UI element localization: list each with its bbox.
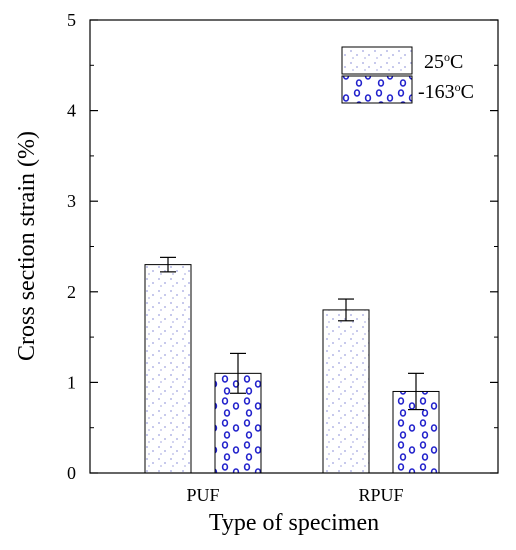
x-tick-label: RPUF xyxy=(358,485,403,505)
y-tick-label: 4 xyxy=(67,101,76,121)
y-axis-ticks: 0 1 2 3 4 5 xyxy=(67,10,498,483)
x-axis-ticks: PUF RPUF xyxy=(186,485,403,505)
y-axis-label: Cross section strain (%) xyxy=(14,131,40,361)
bar xyxy=(144,264,192,474)
legend-label-25c: 25oC xyxy=(424,50,463,73)
bar xyxy=(322,309,370,474)
legend-label-minus163c: -163oC xyxy=(418,80,474,103)
y-tick-label: 3 xyxy=(67,191,76,211)
x-tick-label: PUF xyxy=(186,485,219,505)
error-bars-group xyxy=(160,256,424,411)
y-tick-label: 2 xyxy=(67,282,76,302)
legend: 25oC -163oC xyxy=(341,46,474,104)
legend-item-minus163c: -163oC xyxy=(341,75,474,104)
legend-swatch-25c xyxy=(341,46,413,75)
y-tick-label: 0 xyxy=(67,463,76,483)
x-axis-label: Type of specimen xyxy=(209,510,379,536)
bars-group xyxy=(144,264,440,474)
y-tick-label: 5 xyxy=(67,10,76,30)
y-tick-label: 1 xyxy=(67,372,76,392)
legend-item-25c: 25oC xyxy=(341,46,463,75)
legend-swatch-minus163c xyxy=(341,75,413,104)
